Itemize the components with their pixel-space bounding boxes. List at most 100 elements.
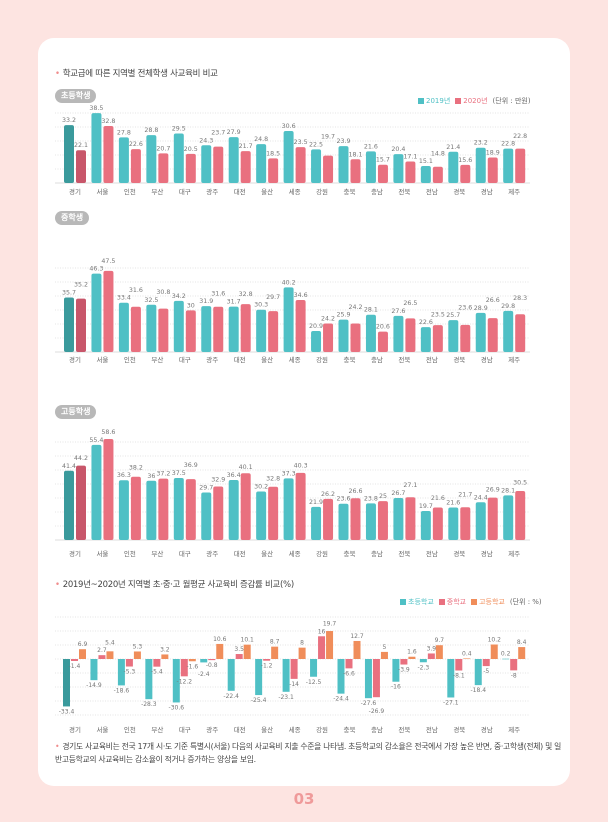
bar-중학교-대구 — [180, 659, 188, 677]
data-label: 3.5 — [234, 646, 244, 653]
bar-고등학교-인천 — [133, 651, 141, 659]
bar-2020년-전남 — [432, 325, 443, 352]
data-label: 28.1 — [501, 487, 515, 494]
data-label: 10.6 — [213, 636, 227, 643]
data-label: 30.6 — [282, 123, 296, 130]
bar-초등학교-전북 — [392, 659, 400, 682]
data-label: -6.6 — [343, 670, 355, 677]
data-label: 21.7 — [458, 492, 472, 499]
data-label: 14.8 — [431, 150, 445, 157]
bar-2020년-울산 — [268, 158, 279, 183]
bar-2020년-인천 — [130, 476, 141, 540]
bar-고등학교-부산 — [161, 654, 169, 659]
data-label: 47.5 — [101, 258, 115, 265]
badge-middle: 중학생 — [55, 211, 90, 225]
bar-2020년-광주 — [213, 486, 224, 540]
bar-고등학교-제주 — [518, 647, 526, 659]
data-label: -14 — [289, 681, 299, 688]
data-label: 29.5 — [172, 126, 186, 133]
bar-2020년-세종 — [295, 300, 306, 352]
bar-초등학교-대구 — [172, 659, 180, 703]
data-label: 18.5 — [266, 150, 280, 157]
bar-2020년-광주 — [213, 306, 224, 352]
data-label: 23.6 — [458, 304, 472, 311]
data-label: 0.4 — [462, 650, 472, 657]
bar-2019년-강원 — [311, 506, 322, 540]
data-label: 5.3 — [133, 643, 143, 650]
data-label: -5.4 — [151, 669, 163, 676]
data-label: 8 — [300, 640, 304, 647]
category-label: 전남 — [426, 355, 438, 364]
section-title-change: • 2019년~2020년 지역별 초·중·고 월평균 사교육비 증감률 비교(%… — [55, 580, 294, 590]
bar-2020년-제주 — [515, 314, 526, 352]
data-label: -0.8 — [206, 662, 218, 669]
bar-2019년-부산 — [146, 135, 157, 183]
category-label: 경북 — [453, 355, 465, 364]
category-label: 대전 — [234, 549, 246, 558]
legend-unit: (단위 : 만원) — [492, 97, 531, 105]
bar-중학교-제주 — [510, 659, 518, 671]
category-label: 부산 — [151, 355, 163, 364]
bar-중학교-전남 — [427, 653, 435, 659]
bar-고등학교-경북 — [463, 658, 471, 660]
bar-2019년-부산 — [146, 480, 157, 540]
bar-2019년-광주 — [201, 492, 212, 540]
legend-high: 고등학교 — [471, 597, 505, 607]
category-label: 경기 — [69, 549, 81, 558]
data-label: -5.3 — [124, 669, 136, 676]
bar-2019년-울산 — [256, 309, 267, 352]
data-label: 23.2 — [474, 140, 488, 147]
data-label: 37.5 — [172, 470, 186, 477]
bar-2019년-강원 — [311, 149, 322, 183]
category-label: 광주 — [206, 356, 218, 364]
bar-2020년-인천 — [130, 306, 141, 352]
bar-중학교-충북 — [345, 659, 353, 669]
bar-중학교-대전 — [235, 654, 243, 659]
bar-2020년-경기 — [76, 150, 86, 183]
category-label: 광주 — [206, 188, 218, 196]
bar-2019년-전남 — [420, 510, 431, 540]
category-label: 경기 — [69, 725, 81, 734]
category-label: 전북 — [398, 549, 410, 558]
category-label: 대구 — [179, 550, 191, 558]
bar-2019년-강원 — [311, 330, 322, 352]
data-label: 40.2 — [282, 279, 296, 286]
bar-2020년-부산 — [158, 478, 169, 540]
bar-2020년-대구 — [185, 479, 196, 540]
bar-중학교-경남 — [482, 659, 490, 667]
data-label: 21.6 — [431, 495, 445, 502]
data-label: 8.7 — [270, 639, 280, 646]
bar-2020년-인천 — [130, 149, 141, 183]
category-label: 충북 — [344, 549, 356, 558]
category-label: 제주 — [508, 356, 520, 364]
bar-2020년-서울 — [103, 126, 114, 183]
bar-2019년-인천 — [118, 480, 129, 540]
category-label: 전북 — [398, 355, 410, 364]
data-label: 28.8 — [144, 127, 158, 134]
data-label: 26.5 — [403, 300, 417, 307]
data-label: 58.6 — [101, 429, 115, 436]
category-label: 충북 — [344, 355, 356, 364]
bar-초등학교-인천 — [117, 659, 125, 686]
data-label: 18.9 — [486, 149, 500, 156]
data-label: 17.1 — [403, 154, 417, 161]
bar-초등학교-광주 — [200, 659, 208, 663]
data-label: -1.6 — [186, 663, 198, 670]
category-label: 대전 — [234, 725, 246, 734]
bar-초등학교-대전 — [227, 659, 235, 691]
data-label: 23.9 — [336, 138, 350, 145]
data-label: 29.7 — [266, 294, 280, 301]
data-label: 21.6 — [446, 499, 460, 506]
data-label: 31.6 — [129, 287, 143, 294]
data-label: 32.5 — [144, 297, 158, 304]
bar-초등학교-경남 — [474, 659, 482, 686]
bar-2020년-대구 — [185, 310, 196, 352]
category-label: 인천 — [124, 725, 136, 734]
bar-2020년-울산 — [268, 486, 279, 540]
legend-middle: 중학교 — [438, 597, 466, 607]
bar-2020년-충북 — [350, 323, 361, 352]
bar-2019년-경북 — [448, 151, 459, 183]
data-label: 30 — [187, 302, 195, 309]
category-label: 경북 — [453, 187, 465, 196]
bar-2019년-경남 — [475, 312, 486, 352]
